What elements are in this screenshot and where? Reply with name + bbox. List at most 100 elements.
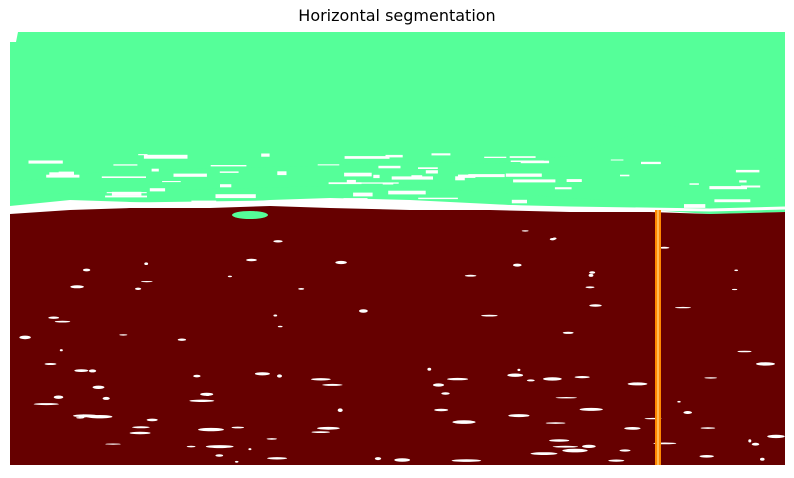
foam-streak [452,420,476,424]
sky-streak [346,179,356,184]
foam-streak [70,285,84,289]
foam-streak [624,427,641,430]
water-region [10,206,785,465]
sky-streak [709,186,747,190]
sky-streak [505,173,542,177]
foam-streak [298,288,305,290]
sky-streak [210,165,247,167]
foam-streak [186,445,196,448]
foam-streak [432,383,445,387]
foam-streak [311,431,331,433]
foam-streak [451,459,482,462]
sky-streak [358,205,400,208]
foam-streak [92,385,105,389]
foam-streak [144,262,149,265]
sky-streak [610,159,624,161]
foam-streak [530,452,558,455]
foam-streak [189,399,215,402]
sky-streak [510,160,544,162]
sky-streak [385,154,403,158]
foam-streak [756,362,775,366]
foam-streak [273,314,278,317]
sky-streak [425,170,438,174]
foam-streak [507,373,524,377]
foam-streak [48,316,60,319]
foam-streak [627,382,648,386]
foam-streak [248,448,252,451]
foam-streak [193,374,201,378]
foam-streak [146,418,158,422]
foam-streak [513,263,522,267]
sky-streak [418,167,438,169]
sky-streak [641,161,661,165]
sky-streak [113,164,138,166]
sky-streak [220,184,232,188]
foam-streak [704,377,718,379]
sky-streak [344,156,390,159]
sky-streak [554,187,572,190]
sky-streak [418,197,458,200]
foam-streak [215,454,224,457]
foam-streak [552,445,579,448]
foam-streak [177,338,187,341]
foam-streak [549,439,570,442]
foam-streak [608,459,625,462]
sky-streak [143,154,188,159]
foam-streak [205,445,234,449]
sky-streak [101,176,146,178]
foam-streak [54,320,71,323]
sky-streak [111,191,142,196]
sky-blob [232,211,268,219]
sky-streak [139,206,164,208]
foam-streak [86,415,113,419]
foam-streak [427,367,432,371]
foam-streak [102,396,110,400]
sky-streak [468,174,505,178]
foam-streak [737,350,752,353]
sky-streak [344,172,372,177]
foam-streak [140,281,153,283]
sky-streak [105,195,147,198]
foam-streak [337,408,343,413]
foam-streak [734,269,739,272]
foam-streak [53,395,64,399]
sky-streak [162,181,181,183]
foam-streak [699,455,714,458]
foam-streak [335,260,347,265]
sky-streak [431,153,451,156]
foam-streak [33,403,59,406]
foam-streak [76,417,85,419]
sky-streak [739,180,747,183]
sky-streak [28,160,63,164]
foam-streak [767,434,785,439]
horizon-boundary [10,200,785,212]
foam-streak [582,444,596,448]
foam-streak [589,304,602,307]
sky-streak [356,182,399,184]
foam-streak [135,287,142,290]
sky-streak [212,204,219,207]
sky-streak [219,171,239,173]
foam-streak [731,288,738,291]
foam-streak [277,374,282,378]
sky-streak [684,204,706,208]
foam-streak [59,349,63,352]
sky-streak [151,168,159,172]
sky-streak [277,171,287,176]
segmentation-svg [10,32,785,465]
foam-streak [119,334,128,336]
foam-streak [267,457,288,460]
foam-streak [273,240,283,243]
sky-streak [215,194,256,199]
foam-streak [674,306,692,309]
sky-streak [388,190,426,195]
foam-streak [74,369,89,372]
foam-streak [748,439,752,443]
segmentation-image [10,32,785,465]
sky-streak [173,173,207,177]
foam-streak [447,377,469,381]
sky-streak [261,153,270,157]
sky-streak [373,174,380,179]
foam-streak [105,443,121,445]
foam-streak [88,369,97,373]
